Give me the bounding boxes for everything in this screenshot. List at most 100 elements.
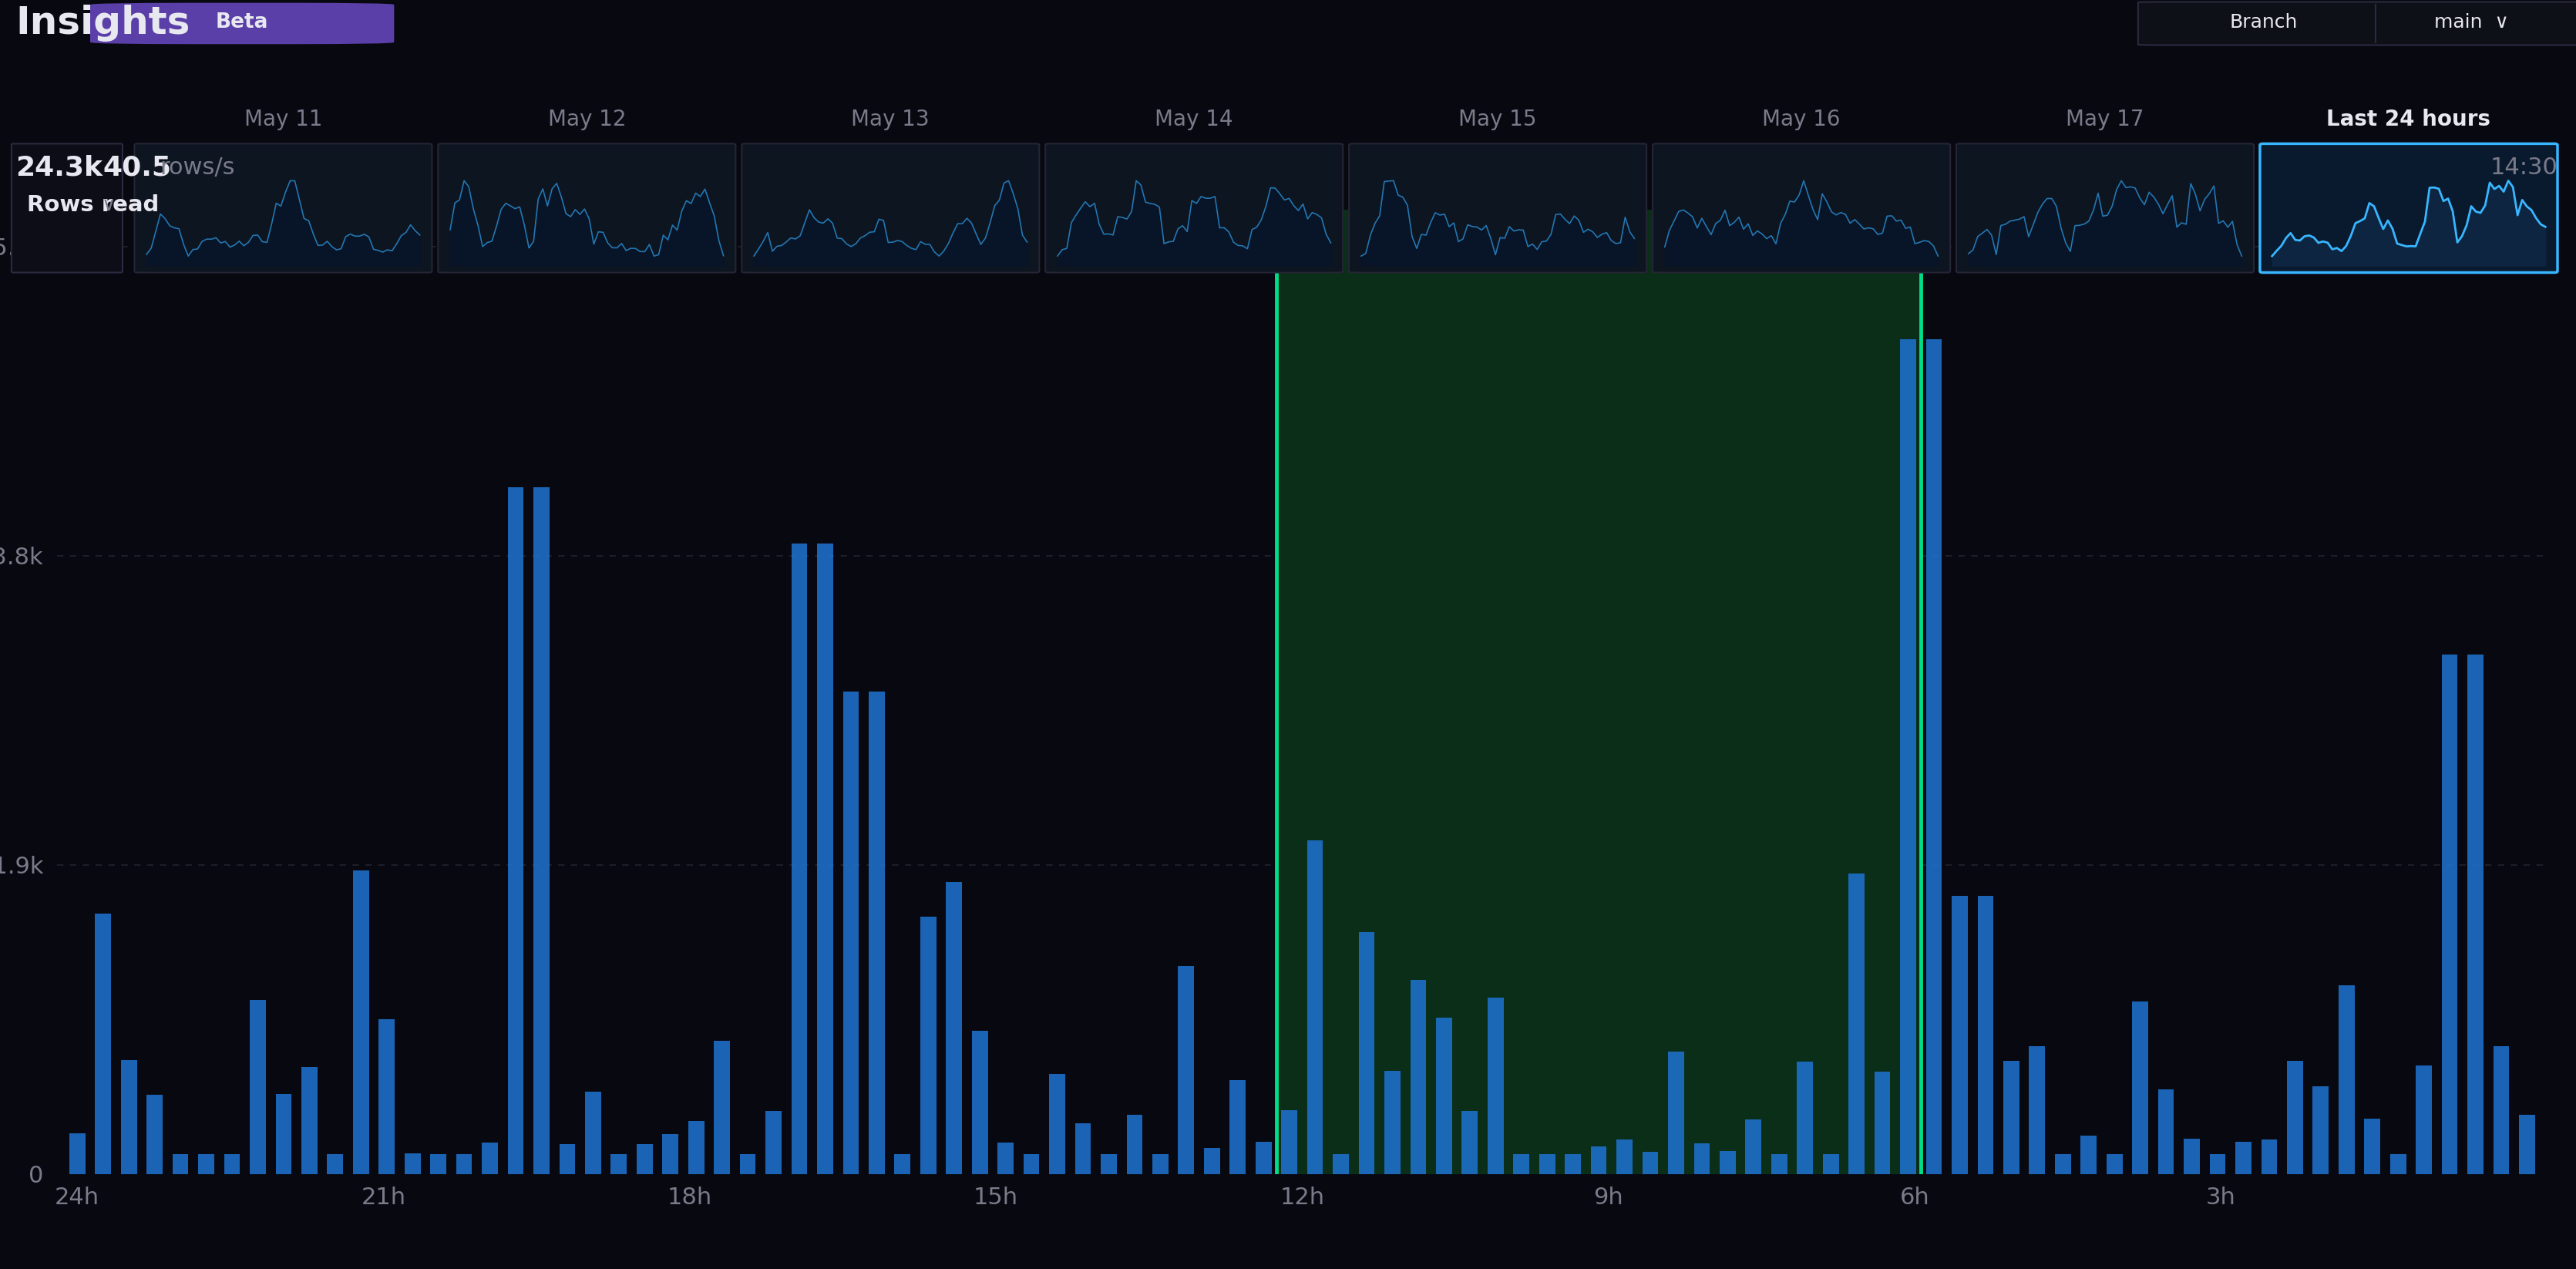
- Bar: [868, 692, 884, 1174]
- Bar: [276, 1094, 291, 1174]
- Bar: [1435, 1018, 1453, 1174]
- Bar: [1126, 1114, 1144, 1174]
- Bar: [1203, 1148, 1221, 1174]
- Bar: [894, 1155, 909, 1174]
- FancyBboxPatch shape: [1350, 143, 1646, 273]
- Bar: [1048, 1074, 1066, 1174]
- Bar: [1486, 997, 1504, 1174]
- Bar: [1953, 896, 1968, 1174]
- Text: May 16: May 16: [1762, 108, 1839, 131]
- Bar: [1643, 1152, 1659, 1174]
- Bar: [301, 1067, 317, 1174]
- Bar: [1332, 1155, 1350, 1174]
- Bar: [971, 1030, 987, 1174]
- Bar: [1669, 1052, 1685, 1174]
- Bar: [173, 1155, 188, 1174]
- FancyBboxPatch shape: [10, 143, 124, 273]
- Bar: [1383, 1071, 1401, 1174]
- Text: Last 24 hours: Last 24 hours: [2326, 108, 2491, 131]
- Bar: [1927, 339, 1942, 1174]
- Text: 14:30: 14:30: [2491, 156, 2558, 179]
- Bar: [1695, 1143, 1710, 1174]
- Bar: [2056, 1155, 2071, 1174]
- FancyBboxPatch shape: [1046, 143, 1342, 273]
- Bar: [404, 1154, 420, 1174]
- Bar: [1255, 1142, 1273, 1174]
- Text: 40.5: 40.5: [103, 155, 173, 180]
- Bar: [559, 1145, 574, 1174]
- Bar: [2416, 1066, 2432, 1174]
- Bar: [1592, 1147, 1607, 1174]
- Bar: [1358, 931, 1376, 1174]
- Bar: [920, 916, 935, 1174]
- Bar: [1824, 1155, 1839, 1174]
- Bar: [250, 1000, 265, 1174]
- Text: May 12: May 12: [549, 108, 626, 131]
- Bar: [430, 1155, 446, 1174]
- Text: Branch: Branch: [2231, 13, 2298, 32]
- Bar: [636, 1143, 652, 1174]
- Bar: [1747, 1119, 1762, 1174]
- Bar: [2184, 1140, 2200, 1174]
- Bar: [147, 1095, 162, 1174]
- Bar: [1901, 339, 1917, 1174]
- FancyBboxPatch shape: [2259, 143, 2558, 273]
- Bar: [1721, 1151, 1736, 1174]
- Bar: [2442, 655, 2458, 1174]
- Text: May 15: May 15: [1458, 108, 1538, 131]
- Bar: [70, 1133, 85, 1174]
- Bar: [765, 1112, 781, 1174]
- Bar: [1280, 1110, 1298, 1174]
- Bar: [585, 1091, 600, 1174]
- Bar: [1875, 1071, 1891, 1174]
- Text: May 11: May 11: [245, 108, 322, 131]
- Bar: [2468, 655, 2483, 1174]
- Bar: [1229, 1080, 1247, 1174]
- Bar: [2159, 1089, 2174, 1174]
- Bar: [1023, 1155, 1038, 1174]
- Bar: [2519, 1115, 2535, 1174]
- Bar: [1850, 874, 1865, 1174]
- Bar: [1461, 1110, 1479, 1174]
- Bar: [842, 692, 858, 1174]
- Bar: [507, 487, 523, 1174]
- Text: May 14: May 14: [1154, 108, 1234, 131]
- Bar: [2339, 985, 2354, 1174]
- Bar: [1306, 840, 1324, 1174]
- FancyBboxPatch shape: [438, 143, 737, 273]
- Bar: [2081, 1136, 2097, 1174]
- Bar: [2287, 1061, 2303, 1174]
- Text: Rows read: Rows read: [28, 194, 160, 216]
- Bar: [95, 914, 111, 1174]
- FancyBboxPatch shape: [2138, 1, 2576, 46]
- Bar: [1566, 1155, 1582, 1174]
- FancyBboxPatch shape: [90, 3, 394, 44]
- Bar: [945, 882, 961, 1174]
- Bar: [198, 1155, 214, 1174]
- Text: Beta: Beta: [216, 13, 268, 33]
- Bar: [2030, 1046, 2045, 1174]
- Bar: [456, 1155, 471, 1174]
- Bar: [2313, 1086, 2329, 1174]
- Bar: [1538, 1155, 1556, 1174]
- Bar: [1177, 966, 1195, 1174]
- Bar: [1100, 1155, 1118, 1174]
- Bar: [2262, 1140, 2277, 1174]
- Bar: [2210, 1155, 2226, 1174]
- Bar: [611, 1155, 626, 1174]
- Bar: [2494, 1046, 2509, 1174]
- Bar: [2236, 1142, 2251, 1174]
- Bar: [1798, 1062, 1814, 1174]
- Bar: [817, 543, 832, 1174]
- Bar: [739, 1155, 755, 1174]
- Bar: [1618, 1140, 1633, 1174]
- Bar: [2004, 1061, 2020, 1174]
- Bar: [2133, 1001, 2148, 1174]
- Text: 24.3k: 24.3k: [15, 155, 103, 180]
- Bar: [121, 1060, 137, 1174]
- Text: ∨: ∨: [103, 197, 116, 214]
- Bar: [714, 1041, 729, 1174]
- Bar: [2391, 1155, 2406, 1174]
- FancyBboxPatch shape: [1955, 143, 2254, 273]
- Bar: [1772, 1155, 1788, 1174]
